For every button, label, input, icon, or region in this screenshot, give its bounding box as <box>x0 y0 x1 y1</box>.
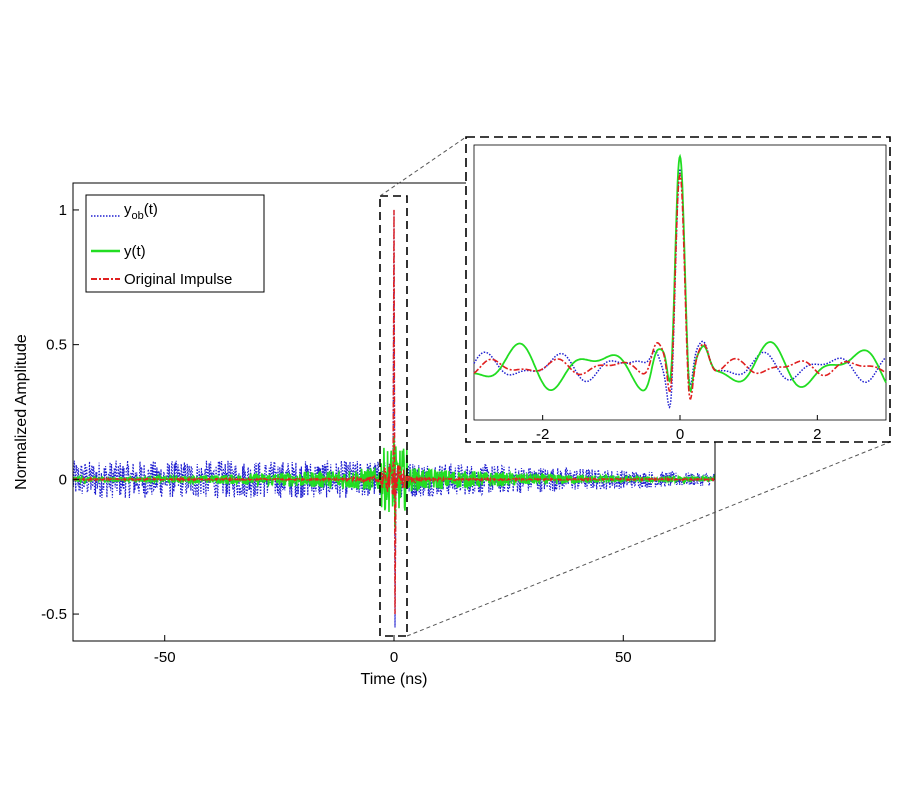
series-line-impulse <box>73 209 716 615</box>
y-tick-label: -0.5 <box>41 606 67 623</box>
inset-x-tick-label: 2 <box>813 426 821 443</box>
main-x-ticks: -50 0 50 <box>154 635 632 666</box>
inset-x-tick-label: -2 <box>536 426 549 443</box>
x-tick-label: 50 <box>615 649 632 666</box>
legend-box <box>85 194 265 293</box>
inset-zoom-plot: -2 0 2 <box>465 136 891 443</box>
inset-series-group <box>473 153 887 409</box>
inset-line-impulse <box>473 172 887 400</box>
main-series-group <box>72 209 716 628</box>
x-tick-label: -50 <box>154 649 176 666</box>
legend: yob(t) y(t) Original Impulse <box>85 194 265 293</box>
legend-label-y: y(t) <box>124 243 146 260</box>
inset-x-tick-label: 0 <box>676 426 684 443</box>
zoom-connector-bottom <box>406 441 891 637</box>
y-tick-label: 0.5 <box>46 337 67 354</box>
y-tick-label: 0 <box>59 471 67 488</box>
x-axis-label: Time (ns) <box>361 671 428 688</box>
zoom-region-box <box>379 195 408 637</box>
zoom-connector-top <box>379 136 467 197</box>
inset-plot-frame <box>473 144 887 421</box>
legend-label-impulse: Original Impulse <box>124 271 232 288</box>
main-y-ticks: -0.5 0 0.5 1 <box>41 202 79 623</box>
legend-label-yob: yob(t) <box>124 201 158 222</box>
x-tick-label: 0 <box>390 649 398 666</box>
y-tick-label: 1 <box>59 202 67 219</box>
inset-x-ticks: -2 0 2 <box>536 415 822 443</box>
y-axis-label: Normalized Amplitude <box>13 334 30 490</box>
